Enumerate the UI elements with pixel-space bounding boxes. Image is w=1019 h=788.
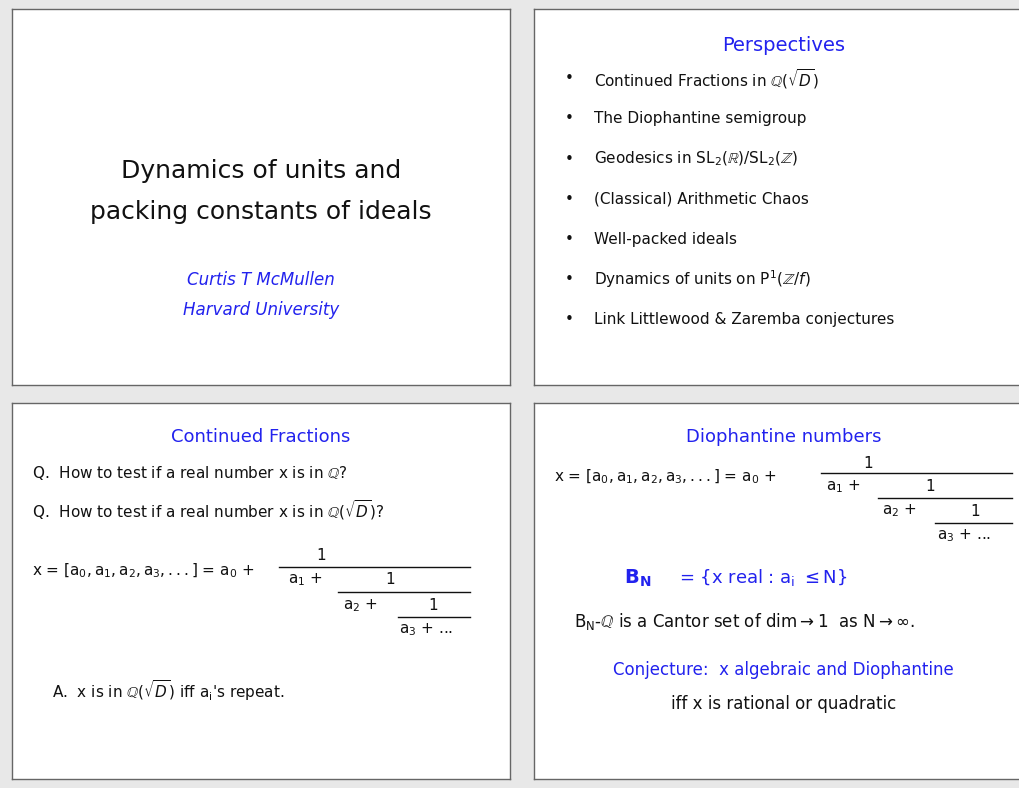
Text: Curtis T McMullen: Curtis T McMullen — [187, 270, 334, 288]
Text: 1: 1 — [924, 479, 934, 494]
Text: 1: 1 — [385, 572, 395, 587]
Text: Continued Fractions in $\mathbb{Q}(\sqrt{D})$: Continued Fractions in $\mathbb{Q}(\sqrt… — [594, 67, 818, 91]
Text: = {x real : $\mathrm{a_i}$ $\leq$N}: = {x real : $\mathrm{a_i}$ $\leq$N} — [679, 567, 846, 589]
Text: •: • — [564, 272, 573, 287]
Text: Dynamics of units on $\mathrm{P}^1(\mathbb{Z}/f)$: Dynamics of units on $\mathrm{P}^1(\math… — [594, 269, 810, 290]
Text: 1: 1 — [316, 548, 325, 563]
Text: 1: 1 — [862, 456, 872, 471]
Text: •: • — [564, 232, 573, 247]
Text: (Classical) Arithmetic Chaos: (Classical) Arithmetic Chaos — [594, 191, 808, 206]
Text: $\mathrm{B_N}$-$\mathbb{Q}$ is a Cantor set of dim$\rightarrow$1  as N$\rightarr: $\mathrm{B_N}$-$\mathbb{Q}$ is a Cantor … — [574, 611, 914, 631]
Text: Q.  How to test if a real number x is in $\mathbb{Q}$?: Q. How to test if a real number x is in … — [33, 464, 347, 481]
Text: Harvard University: Harvard University — [182, 300, 339, 318]
Text: •: • — [564, 151, 573, 166]
Text: Dynamics of units and: Dynamics of units and — [121, 158, 400, 183]
Text: 1: 1 — [428, 598, 437, 613]
Text: packing constants of ideals: packing constants of ideals — [91, 200, 431, 224]
Text: $\mathrm{a_1}$ +: $\mathrm{a_1}$ + — [824, 478, 860, 495]
Text: $\mathrm{a_2}$ +: $\mathrm{a_2}$ + — [881, 503, 916, 519]
Text: $\mathrm{a_3}$ + ...: $\mathrm{a_3}$ + ... — [935, 527, 989, 544]
Text: •: • — [564, 111, 573, 127]
Text: •: • — [564, 191, 573, 206]
Text: Geodesics in $\mathrm{SL}_2(\mathbb{R})/\mathrm{SL}_2(\mathbb{Z})$: Geodesics in $\mathrm{SL}_2(\mathbb{R})/… — [594, 150, 798, 169]
Text: The Diophantine semigroup: The Diophantine semigroup — [594, 111, 806, 127]
Text: Q.  How to test if a real number x is in $\mathbb{Q}(\sqrt{D})$?: Q. How to test if a real number x is in … — [33, 498, 384, 522]
Text: $\mathrm{a_2}$ +: $\mathrm{a_2}$ + — [343, 597, 378, 614]
Text: Diophantine numbers: Diophantine numbers — [685, 428, 880, 446]
Text: Perspectives: Perspectives — [721, 35, 844, 54]
Text: Well-packed ideals: Well-packed ideals — [594, 232, 737, 247]
Text: x = $[\mathrm{a_0, a_1, a_2, a_3, ...}]$ = $\mathrm{a_0}$ +: x = $[\mathrm{a_0, a_1, a_2, a_3, ...}]$… — [33, 561, 254, 579]
Text: •: • — [564, 72, 573, 87]
Text: Continued Fractions: Continued Fractions — [171, 428, 351, 446]
Text: $\mathbf{B_N}$: $\mathbf{B_N}$ — [624, 567, 651, 589]
Text: x = $[\mathrm{a_0, a_1, a_2, a_3, ...}]$ = $\mathrm{a_0}$ +: x = $[\mathrm{a_0, a_1, a_2, a_3, ...}]$… — [554, 467, 775, 485]
Text: Link Littlewood & Zaremba conjectures: Link Littlewood & Zaremba conjectures — [594, 312, 894, 327]
Text: iff x is rational or quadratic: iff x is rational or quadratic — [671, 694, 895, 712]
Text: $\mathrm{a_1}$ +: $\mathrm{a_1}$ + — [288, 571, 323, 588]
Text: 1: 1 — [969, 504, 979, 519]
Text: $\mathrm{a_3}$ + ...: $\mathrm{a_3}$ + ... — [399, 621, 453, 637]
Text: •: • — [564, 312, 573, 327]
Text: A.  x is in $\mathbb{Q}(\sqrt{D})$ iff $\mathrm{a_i}$'s repeat.: A. x is in $\mathbb{Q}(\sqrt{D})$ iff $\… — [52, 678, 284, 703]
Text: Conjecture:  x algebraic and Diophantine: Conjecture: x algebraic and Diophantine — [612, 661, 953, 678]
